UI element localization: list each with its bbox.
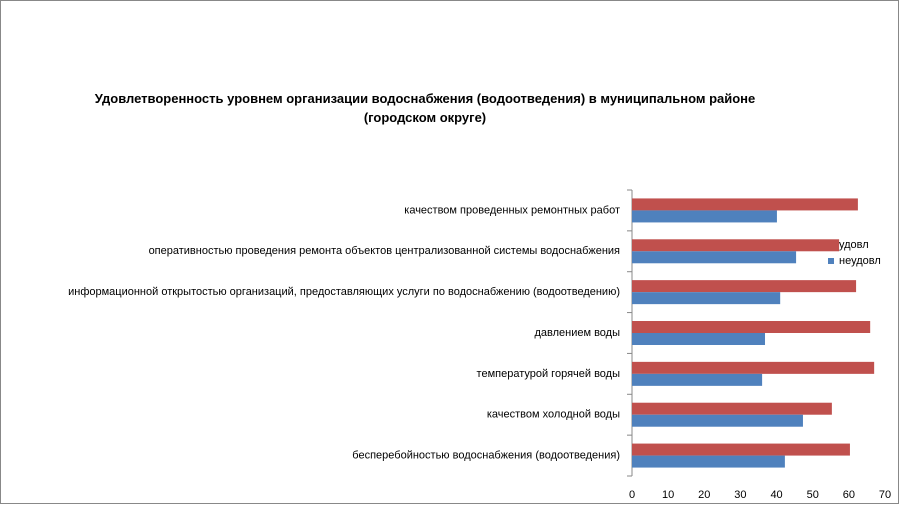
x-tick-label: 40 (770, 489, 782, 501)
category-label: качеством холодной воды (487, 409, 620, 421)
category-label: оперативностью проведения ремонта объект… (149, 245, 620, 257)
bar (632, 402, 832, 415)
bar (632, 198, 858, 211)
x-tick-label: 60 (843, 489, 855, 501)
legend-label: неудовл (839, 255, 881, 267)
bar (632, 455, 785, 468)
bar (632, 239, 840, 252)
category-label: давлением воды (534, 327, 620, 339)
legend-marker (828, 258, 834, 264)
bar (632, 321, 871, 333)
x-tick-label: 30 (734, 489, 746, 501)
category-label: температурой горячей воды (477, 368, 621, 380)
legend-label: удовл (839, 239, 869, 251)
bar (632, 251, 797, 264)
x-tick-label: 70 (879, 489, 891, 501)
x-tick-label: 10 (662, 489, 674, 501)
bar (632, 210, 777, 223)
legend-marker (828, 242, 834, 248)
bar (632, 280, 857, 293)
bar (632, 373, 763, 386)
bar (632, 361, 875, 374)
bar (632, 292, 781, 305)
chart-title: Удовлетворенность уровнем организации во… (94, 91, 756, 125)
bar (632, 333, 766, 345)
bar (632, 414, 803, 427)
bar (632, 443, 850, 456)
category-label: информационной открытостью организаций, … (68, 286, 620, 298)
x-tick-label: 50 (807, 489, 819, 501)
x-tick-label: 0 (629, 489, 635, 501)
x-tick-label: 20 (698, 489, 710, 501)
category-label: бесперебойностью водоснабжения (водоотве… (352, 449, 620, 461)
category-label: качеством проведенных ремонтных работ (404, 204, 620, 216)
